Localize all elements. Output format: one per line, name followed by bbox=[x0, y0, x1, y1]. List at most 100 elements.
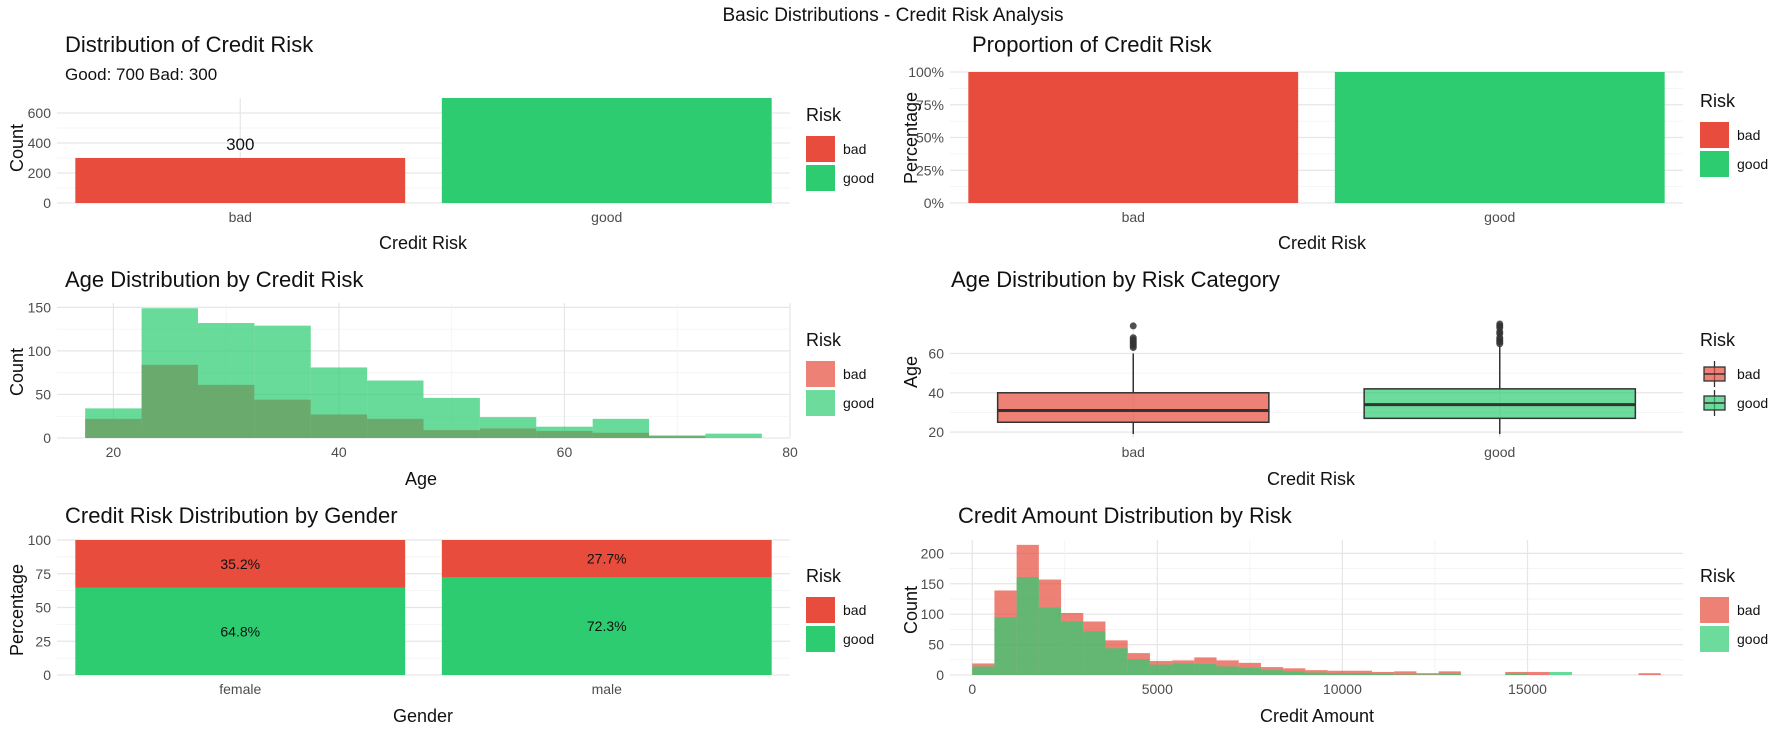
y-tick-label: 25 bbox=[35, 633, 51, 649]
stacked-bar-bad-female bbox=[75, 540, 406, 588]
legend-key-bad bbox=[1700, 597, 1729, 623]
stacked-bar-good-male bbox=[441, 577, 772, 675]
hist-bar-good bbox=[1172, 663, 1195, 675]
x-tick-label: 60 bbox=[557, 444, 573, 460]
panel-credit-risk-count: Distribution of Credit Risk Good: 700 Ba… bbox=[7, 32, 874, 253]
hist-bar-bad bbox=[1527, 671, 1550, 675]
panel-title: Age Distribution by Credit Risk bbox=[65, 267, 364, 292]
y-tick-label: 60 bbox=[928, 345, 944, 361]
hist-bar-bad bbox=[141, 364, 198, 438]
hist-bar-bad bbox=[1505, 671, 1528, 675]
legend: Risk bad good bbox=[1700, 330, 1768, 416]
hist-bar-good bbox=[1438, 673, 1461, 675]
panel-title: Credit Risk Distribution by Gender bbox=[65, 503, 398, 528]
outlier-point-good bbox=[1496, 320, 1504, 328]
y-tick-label: 100 bbox=[28, 343, 52, 359]
x-axis-label: Credit Risk bbox=[1267, 469, 1356, 489]
x-tick-label: good bbox=[591, 209, 622, 225]
hist-bar-good bbox=[1149, 664, 1173, 675]
y-axis-label: Count bbox=[901, 586, 921, 634]
hist-bar-bad bbox=[1438, 671, 1461, 675]
panel-age-histogram: Age Distribution by Credit Risk 0 50 100 15… bbox=[7, 267, 874, 489]
y-tick-label: 100 bbox=[921, 606, 945, 622]
y-tick-label: 600 bbox=[28, 105, 52, 121]
box-bad bbox=[996, 392, 1270, 424]
hist-bar-bad bbox=[1394, 671, 1417, 675]
hist-bar-bad bbox=[367, 418, 424, 438]
hist-bar-good bbox=[1349, 673, 1373, 675]
y-tick-label: 75 bbox=[35, 566, 51, 582]
hist-bar-good bbox=[1394, 674, 1417, 675]
bar-bad bbox=[968, 72, 1299, 203]
panel-title: Credit Amount Distribution by Risk bbox=[958, 503, 1293, 528]
hist-bar-good bbox=[1372, 673, 1395, 675]
outlier-point-bad bbox=[1129, 334, 1137, 342]
legend-key-good bbox=[1700, 626, 1729, 652]
hist-bar-good bbox=[994, 617, 1017, 675]
y-tick-label: 50% bbox=[916, 130, 944, 146]
x-tick-label: male bbox=[592, 681, 623, 697]
y-axis-label: Count bbox=[7, 124, 27, 172]
legend: Risk bad good bbox=[806, 105, 874, 191]
hist-bar-good bbox=[1505, 673, 1528, 675]
legend-label-good: good bbox=[1737, 156, 1768, 172]
y-tick-label: 50 bbox=[928, 637, 944, 653]
hist-bar-good bbox=[1083, 631, 1106, 675]
data-label-bad: 300 bbox=[226, 135, 254, 154]
panel-title: Distribution of Credit Risk bbox=[65, 32, 314, 57]
plot-area: 0 50 100 150 200 0 5000 10000 15000 bbox=[921, 540, 1683, 697]
legend-key-bad bbox=[1700, 122, 1729, 148]
x-axis-label: Credit Risk bbox=[1278, 233, 1367, 253]
plot-area: 0 50 100 150 20 40 60 80 bbox=[28, 299, 798, 460]
y-tick-label: 200 bbox=[28, 165, 52, 181]
legend-key-bad bbox=[806, 136, 835, 162]
legend-label-good: good bbox=[1737, 395, 1768, 411]
plot-area: 0 25 50 75 100 female male 64.8% 35.2% 72.3% 27.7% bbox=[28, 532, 790, 697]
panel-title: Proportion of Credit Risk bbox=[972, 32, 1213, 57]
y-tick-label: 0 bbox=[43, 430, 51, 446]
legend-key-bad bbox=[806, 361, 835, 387]
y-tick-label: 400 bbox=[28, 135, 52, 151]
x-tick-label: good bbox=[1484, 444, 1515, 460]
x-tick-label: 0 bbox=[968, 681, 976, 697]
plot-area: 20 40 60 bad good bbox=[928, 320, 1683, 460]
hist-bar-bad bbox=[85, 418, 142, 438]
legend-label-good: good bbox=[843, 170, 874, 186]
x-axis-label: Credit Risk bbox=[379, 233, 468, 253]
legend-title: Risk bbox=[806, 330, 842, 350]
plot-area: 0% 25% 50% 75% 100% bad good bbox=[908, 64, 1683, 225]
y-axis-label: Age bbox=[901, 356, 921, 388]
legend-key-good bbox=[806, 626, 835, 652]
outlier-point-bad bbox=[1129, 322, 1137, 330]
hist-bar-good bbox=[1549, 671, 1572, 675]
hist-bar-good bbox=[1416, 674, 1439, 675]
legend-title: Risk bbox=[1700, 330, 1736, 350]
y-tick-label: 200 bbox=[921, 545, 945, 561]
panel-title: Age Distribution by Risk Category bbox=[951, 267, 1280, 292]
legend-label-bad: bad bbox=[1737, 366, 1760, 382]
y-axis-label: Count bbox=[7, 348, 27, 396]
legend-title: Risk bbox=[1700, 91, 1736, 111]
plot-area: 0 200 400 600 bad good 300 bbox=[28, 98, 790, 225]
y-tick-label: 100% bbox=[908, 64, 944, 80]
hist-bar-good bbox=[1127, 659, 1150, 675]
legend-label-bad: bad bbox=[1737, 127, 1760, 143]
hist-bar-bad bbox=[592, 432, 650, 438]
hist-bar-good bbox=[972, 666, 995, 675]
y-tick-label: 100 bbox=[28, 532, 52, 548]
hist-bar-good bbox=[1216, 666, 1239, 675]
legend: Risk bad good bbox=[806, 330, 874, 416]
x-axis-label: Gender bbox=[393, 706, 453, 726]
data-label-good-male: 72.3% bbox=[587, 618, 627, 634]
legend: Risk bad good bbox=[806, 566, 874, 652]
x-axis-label: Credit Amount bbox=[1260, 706, 1374, 726]
y-tick-label: 150 bbox=[921, 576, 945, 592]
x-tick-label: 10000 bbox=[1323, 681, 1362, 697]
legend-key-bad bbox=[1703, 361, 1726, 387]
x-tick-label: good bbox=[1484, 209, 1515, 225]
legend-key-good bbox=[1703, 390, 1726, 416]
hist-bar-good bbox=[1327, 673, 1350, 675]
legend: Risk bad good bbox=[1700, 91, 1768, 177]
y-tick-label: 50 bbox=[35, 600, 51, 616]
